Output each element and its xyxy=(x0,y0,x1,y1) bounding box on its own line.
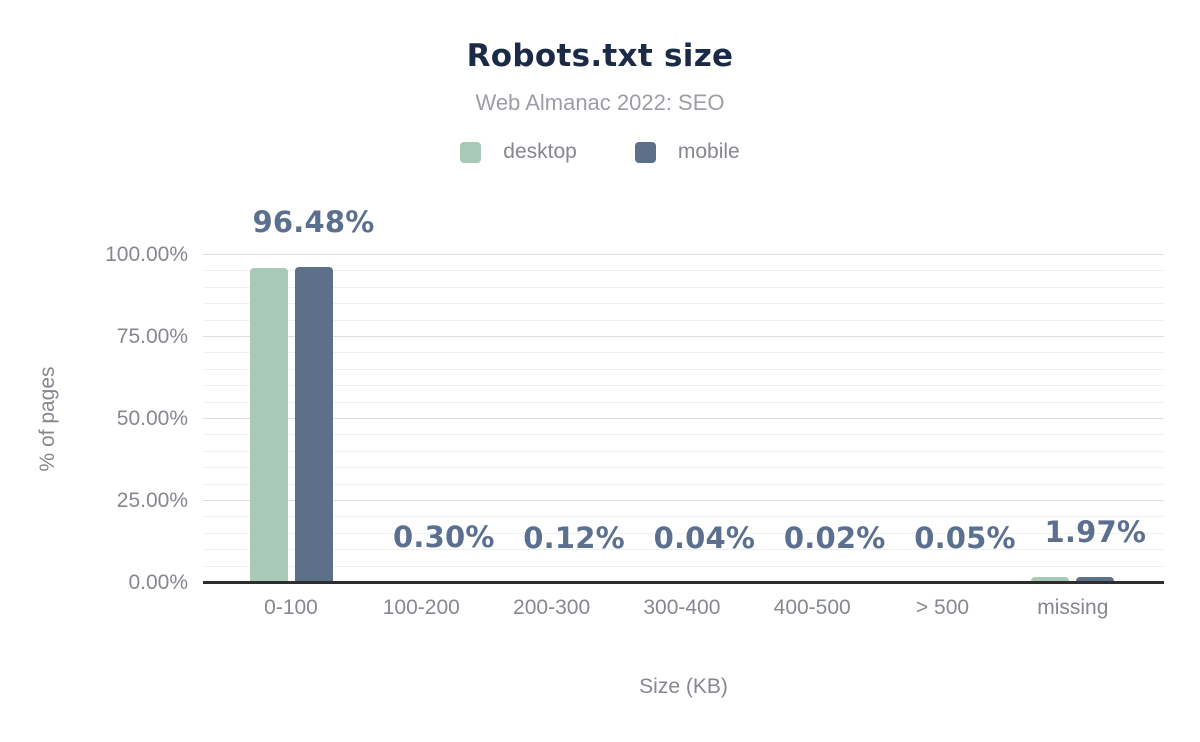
y-tick-label: 100.00% xyxy=(105,243,188,266)
bar-mobile xyxy=(294,266,333,583)
x-axis-title: Size (KB) xyxy=(639,675,728,698)
x-tick-label: 300-400 xyxy=(643,596,721,619)
x-tick-label: 400-500 xyxy=(773,596,851,619)
gridline xyxy=(203,450,1164,452)
y-tick-label: 75.00% xyxy=(116,325,188,348)
gridline xyxy=(203,565,1164,567)
x-axis-baseline xyxy=(203,581,1164,584)
plot-area: 96.48% 0.30% 0.12% 0.04% 0.02% 0.05% 1.97% 0-10… xyxy=(203,207,1164,619)
desktop-swatch xyxy=(460,141,482,163)
gridline xyxy=(203,434,1164,436)
gridline xyxy=(203,467,1164,469)
value-label: 0.02% xyxy=(783,520,886,555)
x-tick-label: > 500 xyxy=(915,596,970,619)
x-tick-label: 100-200 xyxy=(382,596,460,619)
gridline xyxy=(203,270,1164,272)
value-label: 96.48% xyxy=(252,204,375,239)
chart-title: Robots.txt size xyxy=(466,38,734,74)
chart-subtitle: Web Almanac 2022: SEO xyxy=(475,90,725,115)
legend-label-desktop: desktop xyxy=(503,140,577,163)
bar-mobile xyxy=(1076,576,1115,583)
gridline xyxy=(203,418,1164,419)
value-label: 0.04% xyxy=(653,520,756,555)
gridline xyxy=(203,500,1164,501)
gridline xyxy=(203,352,1164,354)
bar-desktop xyxy=(1031,576,1070,583)
gridline xyxy=(203,254,1164,255)
gridline xyxy=(203,401,1164,403)
value-label: 0.05% xyxy=(914,520,1016,555)
gridline xyxy=(203,516,1164,518)
y-tick-label: 25.00% xyxy=(116,489,188,512)
gridline xyxy=(203,549,1164,551)
x-tick-label: 0-100 xyxy=(264,596,318,619)
gridline xyxy=(203,319,1164,321)
bar-desktop xyxy=(249,268,288,583)
gridline xyxy=(203,532,1164,534)
legend-item-mobile: mobile xyxy=(634,140,740,164)
x-tick-label: 200-300 xyxy=(513,596,591,619)
gridline xyxy=(203,483,1164,485)
value-label: 1.97% xyxy=(1044,514,1147,549)
legend-item-desktop: desktop xyxy=(460,140,577,164)
mobile-swatch xyxy=(634,141,656,163)
gridline xyxy=(203,303,1164,305)
legend-label-mobile: mobile xyxy=(677,140,740,163)
gridline xyxy=(203,336,1164,337)
legend: desktop mobile xyxy=(0,140,1200,164)
gridline xyxy=(203,286,1164,288)
y-tick-label: 0.00% xyxy=(128,571,188,594)
value-label: 0.12% xyxy=(523,520,625,555)
y-tick-label: 50.00% xyxy=(116,407,188,430)
gridline xyxy=(203,385,1164,387)
x-tick-label: missing xyxy=(1037,596,1109,619)
value-label: 0.30% xyxy=(392,520,495,555)
gridline xyxy=(203,368,1164,370)
